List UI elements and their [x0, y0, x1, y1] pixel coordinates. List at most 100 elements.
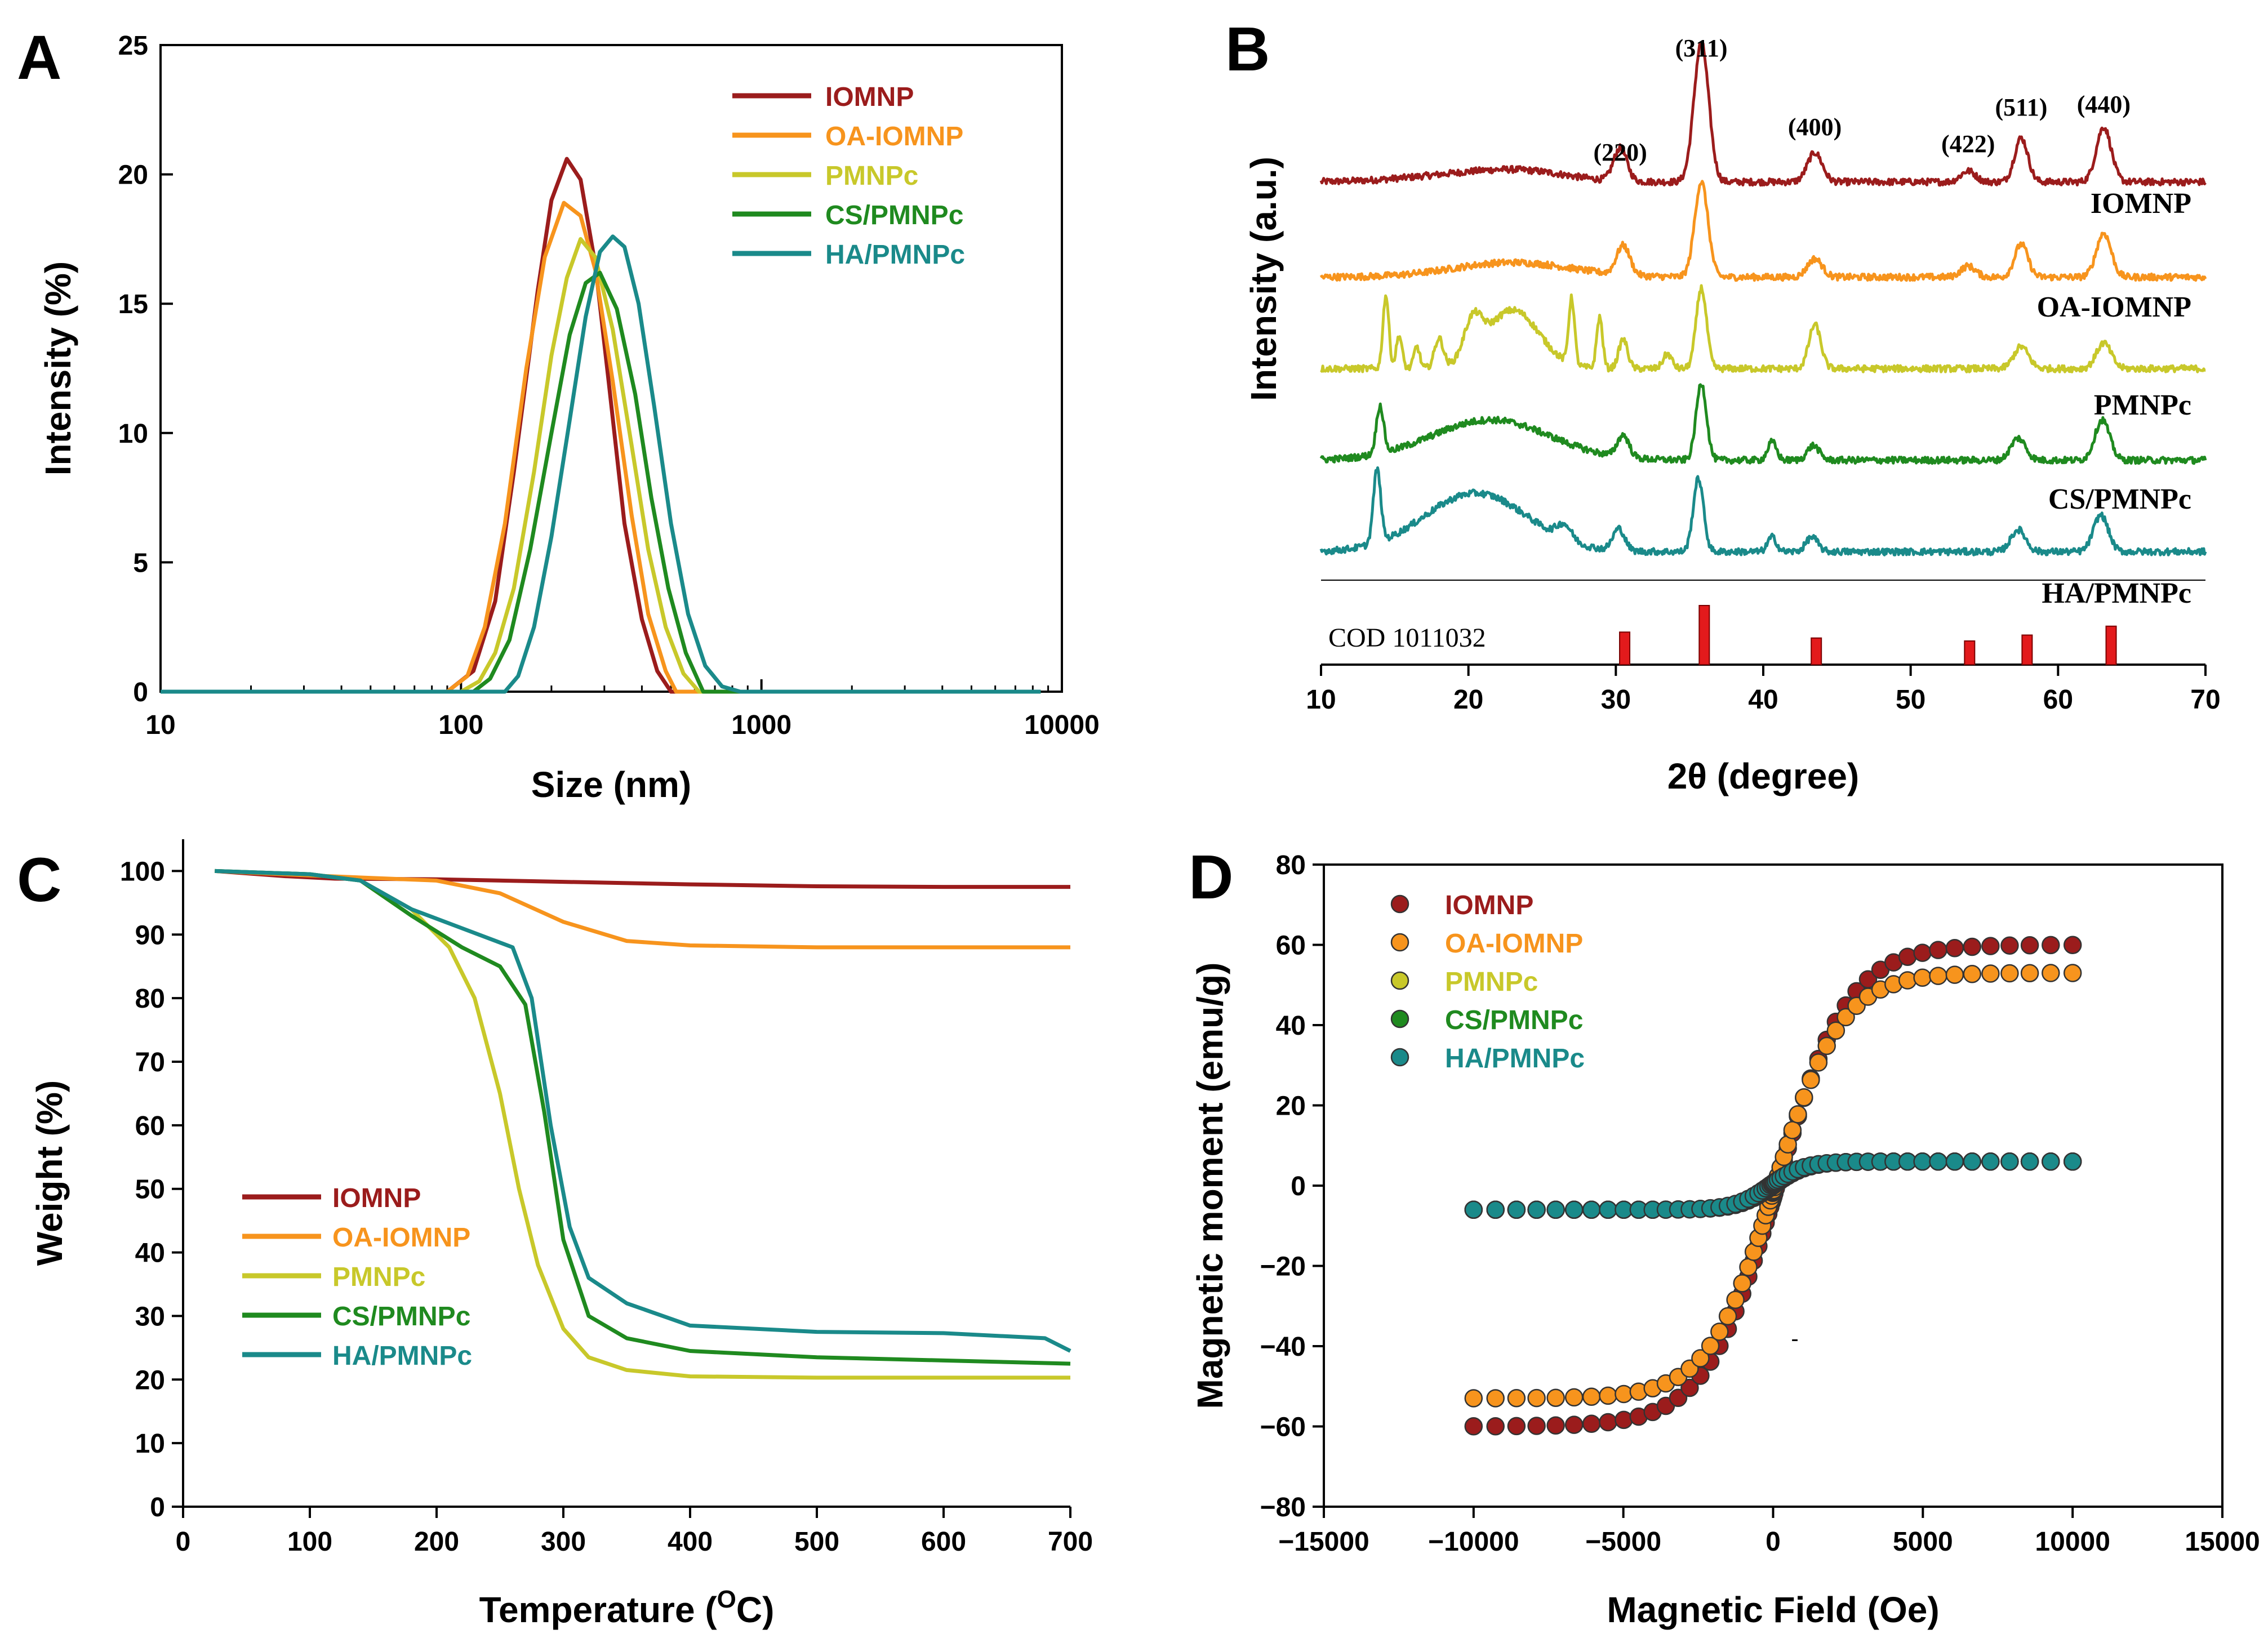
x-axis-label: 2θ (degree) [1667, 756, 1859, 796]
series-line-pmnpc [1320, 284, 2206, 373]
data-point-oa-iomnp [1733, 1274, 1751, 1293]
data-point-oa-iomnp [1809, 1053, 1828, 1072]
legend-marker [1390, 1048, 1409, 1067]
data-point-ha-pmnpc [1929, 1152, 1947, 1171]
series-label: IOMNP [2091, 188, 2191, 220]
series-line-iomnp [1319, 40, 2207, 187]
data-point-iomnp [1582, 1414, 1601, 1433]
y-tick-label: 20 [135, 1365, 165, 1395]
x-tick-label: 100 [287, 1527, 332, 1557]
data-point-ha-pmnpc [1599, 1200, 1617, 1219]
x-tick-label: −10000 [1428, 1527, 1519, 1557]
panel-b: B 10 20 30 40 50 60 70 2θ (degree) Intensity (a.… [1225, 15, 2221, 796]
data-point-oa-iomnp [2063, 964, 2082, 982]
x-tick-label: 500 [794, 1527, 839, 1557]
x-tick-label: 40 [1748, 685, 1778, 715]
x-axis-label: Temperature (OC) [479, 1586, 775, 1630]
data-point-iomnp [1527, 1417, 1546, 1435]
x-tick-label: 0 [1766, 1527, 1781, 1557]
data-point-ha-pmnpc [1464, 1200, 1483, 1219]
legend-label: PMNPc [332, 1262, 425, 1292]
data-point-oa-iomnp [1564, 1388, 1584, 1407]
legend-label: CS/PMNPc [1445, 1005, 1583, 1035]
data-point-oa-iomnp [1739, 1258, 1758, 1276]
series-line-ha-pmnpc [161, 234, 1041, 694]
legend-label: PMNPc [1445, 967, 1538, 997]
data-point-ha-pmnpc [1486, 1200, 1505, 1219]
data-point-oa-iomnp [1929, 967, 1947, 985]
data-point-oa-iomnp [1710, 1323, 1729, 1341]
y-tick-label: 20 [118, 161, 148, 190]
data-point-oa-iomnp [1599, 1386, 1617, 1405]
x-tick-label: 50 [1896, 685, 1925, 715]
series-label: HA/PMNPc [2042, 577, 2191, 609]
data-point-ha-pmnpc [1582, 1200, 1601, 1219]
data-point-oa-iomnp [1795, 1088, 1813, 1107]
panel-letter-a: A [17, 23, 61, 92]
x-tick-label: 20 [1453, 685, 1483, 715]
peak-label: (511) [1995, 93, 2047, 121]
data-point-iomnp [1507, 1417, 1526, 1436]
series-line-oa-iomnp [161, 201, 1041, 694]
panel-letter-c: C [17, 845, 61, 915]
data-point-iomnp [1945, 939, 1964, 958]
data-point-oa-iomnp [1486, 1389, 1505, 1408]
data-point-iomnp [1981, 937, 2000, 955]
series-line-ha-pmnpc [1319, 466, 2207, 556]
y-axis-label: Intensity (%) [38, 261, 78, 475]
legend-label: HA/PMNPc [825, 240, 965, 270]
y-tick-label: 30 [135, 1302, 165, 1332]
data-point-oa-iomnp [1898, 971, 1917, 990]
series-line-pmnpc [161, 237, 1041, 694]
panel-a: A 10 100 1000 10000 0 5 10 15 20 25 Size (nm) Inten… [17, 23, 1100, 805]
data-point-oa-iomnp [1913, 968, 1932, 987]
x-axis-label: Size (nm) [531, 764, 691, 805]
legend-marker [1390, 971, 1409, 990]
reference-stick [1964, 640, 1976, 665]
data-point-ha-pmnpc [1507, 1200, 1526, 1219]
reference-stick [1619, 631, 1631, 665]
data-point-oa-iomnp [2000, 964, 2019, 983]
y-tick-label: 90 [135, 920, 165, 950]
data-point-oa-iomnp [1507, 1389, 1526, 1408]
data-point-iomnp [1669, 1388, 1688, 1408]
data-point-oa-iomnp [1691, 1349, 1710, 1368]
data-point-iomnp [2000, 936, 2019, 955]
legend-label: CS/PMNPc [332, 1302, 470, 1332]
y-tick-label: −60 [1260, 1413, 1306, 1442]
data-point-oa-iomnp [1527, 1388, 1546, 1408]
data-point-ha-pmnpc [1981, 1152, 2000, 1171]
legend-label: OA-IOMNP [825, 122, 963, 152]
legend-label: PMNPc [825, 161, 918, 191]
y-tick-label: −20 [1260, 1252, 1306, 1282]
axes-frame [159, 44, 1063, 693]
y-tick-label: 0 [133, 678, 148, 707]
legend-label: HA/PMNPc [332, 1341, 472, 1371]
y-tick-label: 50 [135, 1175, 165, 1205]
y-tick-label: −40 [1260, 1332, 1306, 1362]
x-tick-label: 10 [1306, 685, 1336, 715]
stray-mark: - [1791, 1326, 1798, 1351]
series-label: PMNPc [2094, 389, 2191, 421]
legend-marker [1390, 1009, 1409, 1028]
legend-label: OA-IOMNP [332, 1223, 470, 1253]
y-tick-label: 100 [120, 857, 165, 887]
x-tick-label: 0 [176, 1527, 191, 1557]
legend-label: CS/PMNPc [825, 201, 963, 230]
data-point-oa-iomnp [1945, 965, 1964, 984]
reference-stick [1698, 605, 1710, 665]
data-point-ha-pmnpc [1945, 1152, 1964, 1171]
legend-label: HA/PMNPc [1445, 1044, 1585, 1074]
x-tick-label: 200 [414, 1527, 459, 1557]
reference-stick [1811, 637, 1822, 665]
data-point-oa-iomnp [1783, 1121, 1802, 1139]
panel-c: C 0 100 200 300 400 500 600 700 0 10 20 30 40 50 60 70 8… [17, 839, 1093, 1630]
y-tick-label: 60 [1276, 931, 1306, 961]
x-tick-label: 10000 [2035, 1527, 2110, 1557]
y-axis-label: Magnetic moment (emu/g) [1190, 963, 1230, 1409]
legend-label: IOMNP [825, 82, 914, 112]
x-tick-label: 700 [1048, 1527, 1093, 1557]
data-point-oa-iomnp [1802, 1071, 1820, 1089]
reference-stick [2105, 625, 2117, 665]
